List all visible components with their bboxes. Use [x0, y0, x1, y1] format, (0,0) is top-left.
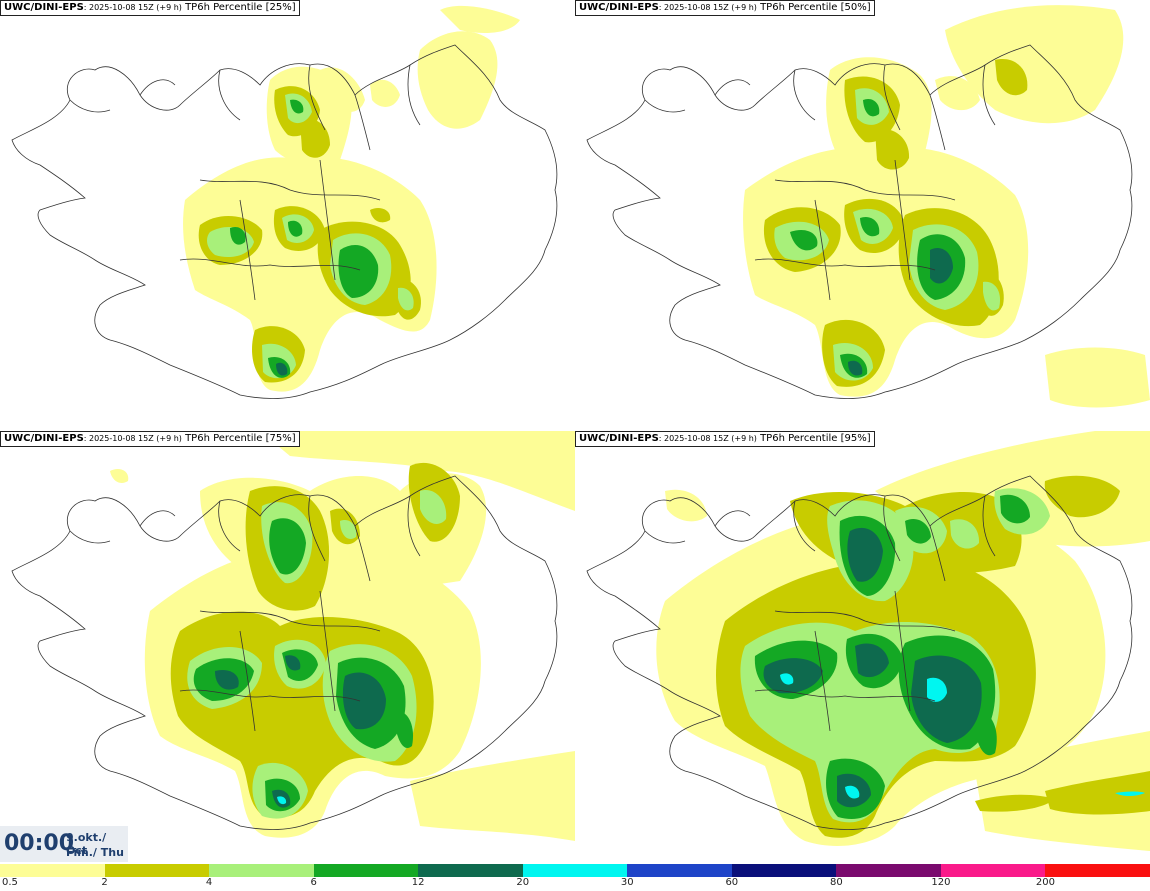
- panel-title: UWC/DINI-EPS: 2025-10-08 15Z (+9 h) TP6h…: [0, 431, 300, 447]
- coastline: [586, 475, 1133, 830]
- precip-level-12: [276, 362, 288, 376]
- legend-tick-label: 80: [829, 877, 843, 888]
- legend-tick-label: 120: [931, 877, 951, 888]
- coastline: [586, 44, 1133, 399]
- map-panel-p50: UWC/DINI-EPS: 2025-10-08 15Z (+9 h) TP6h…: [575, 0, 1150, 430]
- precip-level-0.5: [743, 5, 1150, 408]
- panel-title: UWC/DINI-EPS: 2025-10-08 15Z (+9 h) TP6h…: [0, 0, 300, 16]
- coastline: [11, 44, 558, 399]
- legend-swatch: [209, 864, 315, 877]
- precip-level-6: [230, 99, 379, 378]
- legend-tick-label: 2: [101, 877, 108, 888]
- valid-time-box: 00:00 9.okt./ Oct Fim./ Thu: [0, 826, 128, 862]
- precip-colorbar-legend: 0.5 2 4 6 12 20 30 60 80 120 200: [0, 862, 1150, 891]
- legend-tick-label: 12: [411, 877, 425, 888]
- coastline: [11, 475, 558, 830]
- legend-tick-label: 20: [516, 877, 530, 888]
- map-panel-p75: UWC/DINI-EPS: 2025-10-08 15Z (+9 h) TP6h…: [0, 431, 575, 861]
- precip-level-12: [763, 527, 982, 808]
- legend-swatch: [731, 864, 837, 877]
- precip-level-12: [848, 248, 953, 376]
- legend-tick-label: 0.5: [2, 877, 18, 888]
- precip-level-20: [780, 673, 1145, 799]
- valid-time-clock: 00:00: [4, 831, 75, 856]
- legend-swatch: [104, 864, 210, 877]
- legend-swatch: [627, 864, 733, 877]
- legend-swatch: [418, 864, 524, 877]
- precip-map-p50: [586, 5, 1150, 408]
- legend-swatch: [940, 864, 1046, 877]
- panel-title: UWC/DINI-EPS: 2025-10-08 15Z (+9 h) TP6h…: [575, 431, 875, 447]
- map-panel-p25: UWC/DINI-EPS: 2025-10-08 15Z (+9 h) TP6h…: [0, 0, 575, 430]
- map-panel-p95: UWC/DINI-EPS: 2025-10-08 15Z (+9 h) TP6h…: [575, 431, 1150, 861]
- valid-time-date: 9.okt./ Oct: [66, 831, 107, 857]
- precip-level-0.5: [183, 5, 520, 392]
- legend-tick-label: 60: [725, 877, 739, 888]
- legend-swatch: [313, 864, 419, 877]
- precip-map-p75: [11, 431, 575, 841]
- precip-level-20: [277, 796, 287, 805]
- legend-swatch: [1045, 864, 1150, 877]
- legend-swatch: [0, 864, 106, 877]
- precip-map-p25: [11, 5, 558, 399]
- legend-tick-label: 6: [310, 877, 317, 888]
- legend-tick-label: 200: [1035, 877, 1055, 888]
- valid-time-weekday: Fim./ Thu: [66, 846, 124, 859]
- panel-title: UWC/DINI-EPS: 2025-10-08 15Z (+9 h) TP6h…: [575, 0, 875, 16]
- precip-map-p95: [586, 431, 1150, 851]
- legend-tick-label: 4: [205, 877, 213, 888]
- legend-swatch: [522, 864, 628, 877]
- legend-tick-label: 30: [620, 877, 634, 888]
- legend-swatch: [836, 864, 942, 877]
